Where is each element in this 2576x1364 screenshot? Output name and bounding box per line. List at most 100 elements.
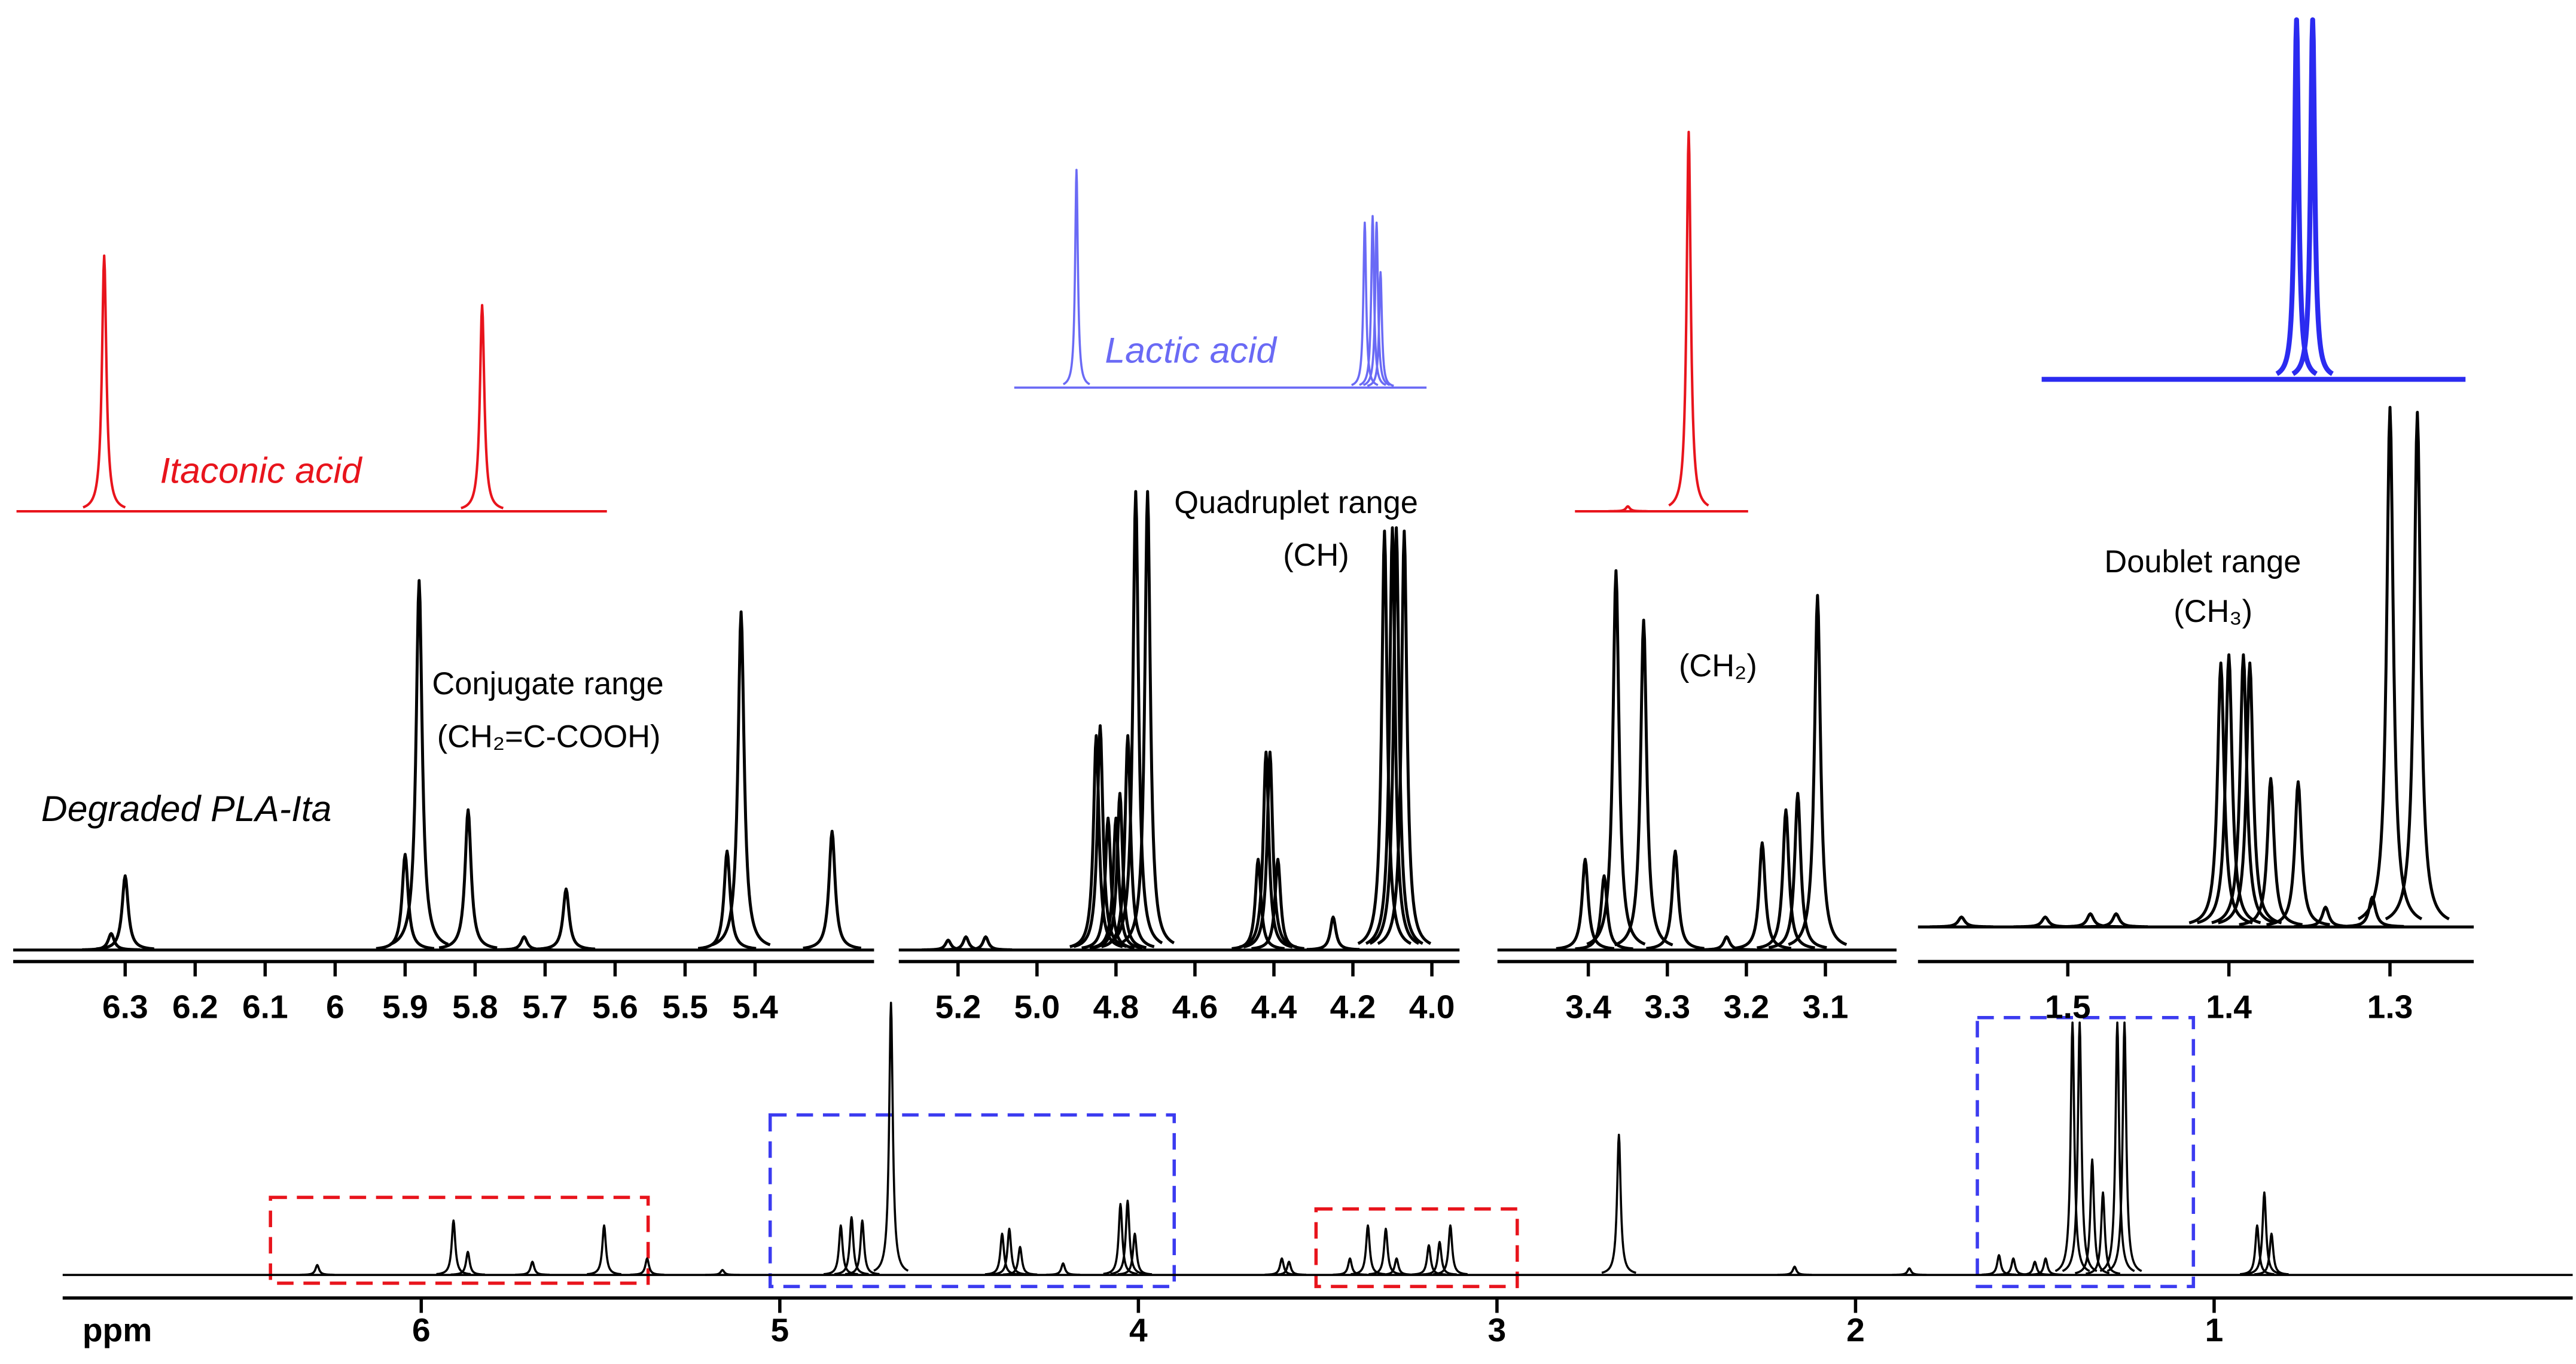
peak	[1768, 792, 1828, 950]
peak	[514, 1261, 550, 1276]
peak	[1002, 1246, 1038, 1276]
peak	[711, 610, 771, 947]
x-tick-label: 4.0	[1409, 988, 1455, 1026]
peak	[958, 935, 1013, 951]
annotation: (CH₂=C-COOH)	[437, 719, 661, 754]
peak	[991, 1228, 1028, 1275]
peak	[2188, 661, 2253, 924]
x-axis-label: ppm	[83, 1311, 152, 1348]
peak	[1306, 916, 1361, 951]
x-tick-label: 2	[1846, 1311, 1865, 1348]
peak	[435, 1219, 471, 1275]
series-label: Lactic acid	[1105, 329, 1278, 370]
peak	[938, 935, 993, 951]
peak	[1093, 792, 1147, 950]
peak	[1108, 490, 1163, 945]
peak	[1574, 874, 1634, 951]
x-tick-label: 5.8	[452, 988, 498, 1026]
annotation: Conjugate range	[432, 667, 663, 701]
peak	[450, 1250, 486, 1276]
annotation: (CH)	[1283, 538, 1349, 573]
peak	[1555, 858, 1615, 950]
x-tick-label: 4.4	[1251, 988, 1297, 1026]
peak	[2254, 1232, 2290, 1275]
peak	[1109, 1200, 1145, 1275]
peak	[1239, 750, 1293, 949]
peak	[1368, 1228, 1404, 1275]
peak	[2058, 912, 2123, 929]
peak	[1332, 1257, 1368, 1276]
peak	[2238, 777, 2303, 926]
peak	[2217, 661, 2282, 924]
annotation: Doublet range	[2104, 545, 2301, 579]
peak	[586, 1224, 622, 1275]
peak	[845, 1219, 880, 1275]
peak	[1732, 841, 1792, 950]
peak	[95, 874, 155, 951]
x-tick-label: 5.7	[522, 988, 568, 1026]
peak	[375, 853, 435, 950]
series-label: Degraded PLA-Ita	[41, 788, 331, 829]
annotation: Quadruplet range	[1174, 486, 1418, 520]
peak	[1350, 1224, 1386, 1275]
peak	[1601, 1133, 1637, 1274]
peak	[2099, 1021, 2135, 1273]
peak	[2074, 1158, 2110, 1274]
x-tick-label: 6	[326, 988, 345, 1026]
peak	[873, 1002, 909, 1272]
peak	[1891, 1267, 1927, 1276]
x-tick-label: 6.1	[242, 988, 288, 1026]
peak	[536, 887, 596, 951]
peak	[2211, 653, 2276, 924]
peak	[1251, 858, 1305, 950]
peak	[1668, 130, 1709, 507]
peak	[834, 1216, 870, 1275]
peak	[2246, 1191, 2282, 1275]
peak	[2196, 653, 2261, 924]
x-tick-label: 1.5	[2045, 988, 2091, 1026]
peak	[2085, 1191, 2121, 1275]
x-tick-label: 3.1	[1803, 988, 1849, 1026]
annotation: (CH₂)	[1679, 649, 1757, 683]
range-box	[768, 1113, 1176, 1289]
x-tick-label: 5	[771, 1311, 789, 1348]
x-tick-label: 6	[412, 1311, 431, 1348]
peak	[984, 1232, 1020, 1275]
peak	[1102, 1203, 1138, 1275]
peak	[1073, 724, 1127, 948]
peak	[460, 304, 504, 509]
range-box	[1314, 1207, 1519, 1289]
peak	[1271, 1261, 1307, 1276]
x-tick-label: 5.6	[592, 988, 638, 1026]
x-tick-label: 5.5	[662, 988, 708, 1026]
range-box	[1976, 1016, 2196, 1289]
x-tick-label: 4.8	[1093, 988, 1139, 1026]
peak	[389, 579, 449, 946]
peak	[1756, 808, 1816, 950]
peak	[81, 932, 141, 951]
peak	[1422, 1241, 1458, 1275]
peak	[2062, 1021, 2098, 1273]
peak	[705, 1268, 740, 1276]
peak	[1586, 569, 1646, 946]
x-tick-label: 6.2	[172, 988, 218, 1026]
peak	[2084, 912, 2148, 929]
range-box	[269, 1195, 650, 1285]
peak	[1365, 526, 1420, 945]
peak	[1367, 271, 1395, 387]
peak	[697, 849, 757, 950]
x-tick-label: 5.0	[1014, 988, 1060, 1026]
x-tick-label: 6.3	[102, 988, 148, 1026]
x-tick-label: 1.3	[2367, 988, 2413, 1026]
x-tick-label: 3.3	[1644, 988, 1690, 1026]
x-tick-label: 3	[1488, 1311, 1507, 1348]
peak	[1929, 916, 1994, 929]
peak	[2028, 1257, 2063, 1276]
peak	[802, 829, 862, 950]
peak	[1120, 490, 1175, 945]
peak	[1379, 1257, 1414, 1276]
annotation: (CH₃)	[2173, 594, 2252, 629]
peak	[1432, 1224, 1468, 1275]
